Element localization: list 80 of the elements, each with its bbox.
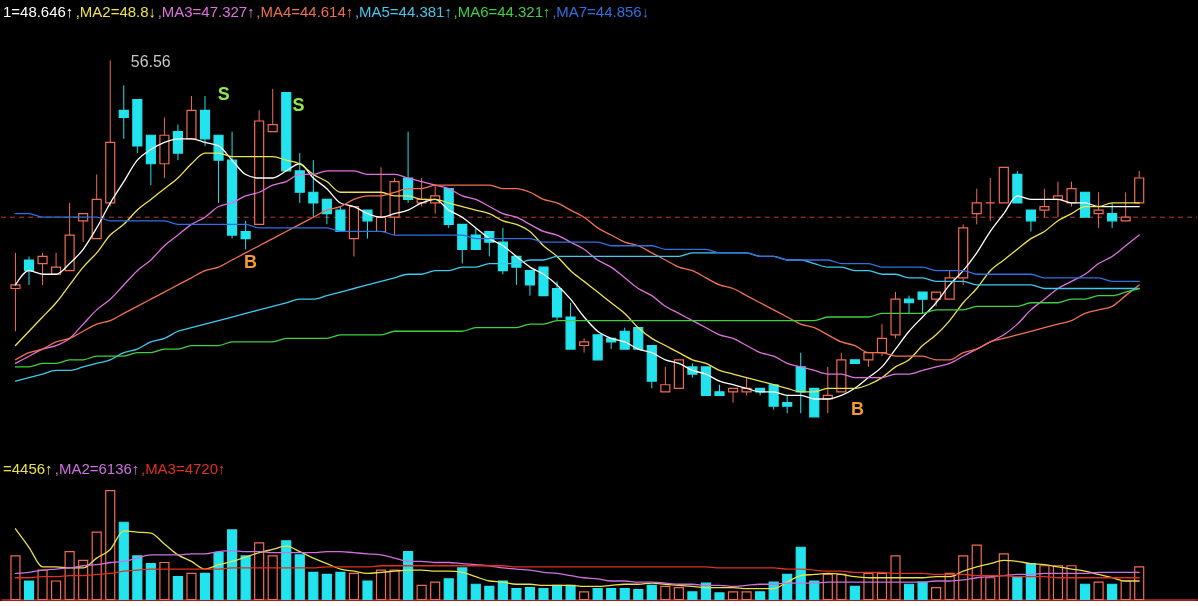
bar xyxy=(565,584,576,601)
bar xyxy=(199,572,211,601)
bar xyxy=(849,585,860,601)
bar xyxy=(538,588,549,601)
text: ,MA7=44.856↓ xyxy=(552,3,650,21)
bar xyxy=(240,555,251,601)
text: ,MA2=6136↑ xyxy=(54,459,140,477)
bar xyxy=(687,591,698,601)
bar xyxy=(619,588,630,601)
candlestick xyxy=(971,188,982,225)
bar xyxy=(213,552,224,601)
bar xyxy=(294,554,305,601)
bar xyxy=(132,555,143,601)
bar xyxy=(321,573,332,601)
text: ,MA2=48.8↓ xyxy=(75,3,157,21)
bar xyxy=(1079,583,1091,601)
bar xyxy=(281,540,292,601)
annotation: S xyxy=(292,95,305,116)
bar xyxy=(524,586,536,601)
bar xyxy=(497,580,508,601)
candlestick xyxy=(1025,209,1036,232)
bar xyxy=(362,580,373,601)
bar xyxy=(470,583,481,601)
text: ,MA3=47.327↑ xyxy=(157,3,255,21)
bar xyxy=(646,584,657,601)
candlestick xyxy=(1107,202,1118,229)
bar xyxy=(403,551,414,601)
text: ,MA6=44.321↑ xyxy=(453,3,551,21)
candlestick xyxy=(118,84,129,140)
bar xyxy=(484,585,495,601)
candlestick xyxy=(727,387,739,404)
bar xyxy=(23,580,35,601)
candlestick xyxy=(10,252,21,332)
bar xyxy=(633,589,644,601)
candlestick xyxy=(308,159,319,218)
candlestick xyxy=(1039,188,1050,218)
annotation: B xyxy=(851,398,865,419)
text: ,MA3=4720↑ xyxy=(140,459,226,477)
bar xyxy=(714,592,725,601)
candlestick xyxy=(1093,191,1104,229)
text: ,MA4=44.614↑ xyxy=(256,3,354,21)
bar xyxy=(308,571,319,601)
bar xyxy=(903,583,915,601)
candlestick xyxy=(240,220,251,250)
bar xyxy=(227,529,238,601)
text: ,MA5=44.381↑ xyxy=(354,3,452,21)
candlestick xyxy=(579,337,590,354)
candlestick xyxy=(917,291,928,314)
candlestick xyxy=(1066,181,1077,208)
candlestick xyxy=(37,252,48,286)
bar xyxy=(335,571,346,601)
bar xyxy=(118,521,129,601)
candlestick xyxy=(23,255,35,286)
candlestick xyxy=(660,366,671,393)
bar xyxy=(795,546,806,601)
bar xyxy=(1012,576,1023,601)
candlestick xyxy=(172,124,184,161)
bar xyxy=(1107,583,1118,601)
bar xyxy=(592,588,603,601)
bar xyxy=(1025,562,1036,601)
bar xyxy=(443,578,454,601)
text: =4456↑ xyxy=(2,459,53,477)
candlestick xyxy=(267,88,278,133)
bar xyxy=(511,588,522,601)
bar xyxy=(145,562,156,601)
annotation: 56.56 xyxy=(130,53,171,71)
bar xyxy=(457,567,468,601)
candlestick xyxy=(335,206,346,233)
bar xyxy=(606,588,617,601)
bar xyxy=(917,581,928,601)
candlestick xyxy=(876,323,888,357)
annotation: B xyxy=(244,252,258,273)
text: 1=48.646↑ xyxy=(2,3,74,21)
candlestick xyxy=(524,270,536,297)
bar xyxy=(172,576,184,601)
bar xyxy=(755,591,766,601)
bar xyxy=(809,580,820,601)
bar xyxy=(551,584,563,601)
candlestick xyxy=(294,152,305,204)
annotation: S xyxy=(217,84,230,105)
